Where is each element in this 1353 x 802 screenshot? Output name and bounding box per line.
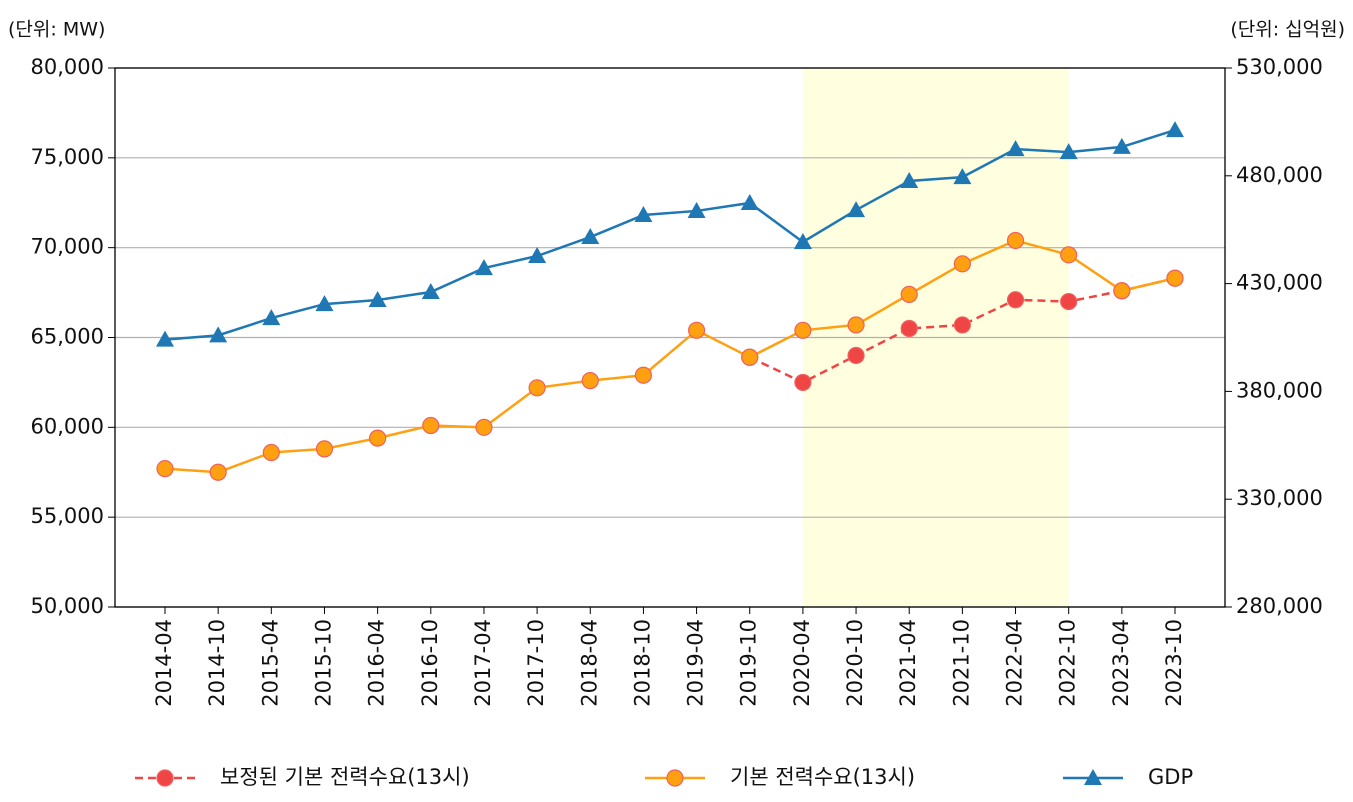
marker [1166, 121, 1184, 138]
marker [847, 316, 865, 334]
marker [1006, 140, 1025, 157]
marker [1006, 291, 1025, 309]
marker [953, 316, 971, 334]
marker [474, 259, 493, 276]
marker [953, 255, 971, 273]
marker [475, 418, 493, 436]
marker [1166, 269, 1184, 287]
marker [156, 460, 174, 478]
marker [422, 416, 440, 435]
marker [900, 319, 918, 338]
x-tick-label: 2015-04 [258, 619, 282, 707]
marker [209, 463, 227, 481]
x-tick-label: 2023-04 [1109, 619, 1133, 707]
y2-tick-label: 430,000 [1236, 271, 1323, 295]
marker [847, 346, 865, 365]
marker [1112, 137, 1131, 154]
marker [794, 321, 812, 339]
marker [1113, 282, 1131, 300]
x-tick-label: 2014-10 [205, 619, 229, 707]
marker [1060, 292, 1078, 311]
x-tick-label: 2015-10 [311, 619, 335, 707]
marker [741, 348, 759, 366]
marker [900, 171, 919, 188]
x-tick-label: 2022-04 [1003, 619, 1027, 707]
marker [581, 228, 600, 245]
x-tick-label: 2022-10 [1056, 619, 1080, 707]
y2-tick-label: 380,000 [1236, 378, 1323, 402]
marker [368, 290, 387, 307]
legend-label: 보정된 기본 전력수요(13시) [220, 765, 470, 789]
marker [315, 295, 334, 312]
marker [687, 321, 706, 339]
series-line [749, 276, 1176, 384]
marker [528, 379, 546, 397]
y-tick-label: 55,000 [31, 504, 104, 528]
x-tick-label: 2019-10 [737, 619, 761, 707]
marker [740, 193, 759, 210]
x-tick-label: 2021-10 [949, 619, 973, 707]
marker [687, 201, 706, 218]
marker [900, 285, 918, 303]
x-tick-label: 2021-04 [896, 619, 920, 707]
plot-frame [114, 67, 1226, 608]
legend-item: 보정된 기본 전력수요(13시) [135, 765, 470, 789]
marker [793, 232, 812, 249]
x-tick-label: 2020-04 [790, 619, 814, 707]
y2-tick-label: 530,000 [1236, 55, 1323, 79]
y-tick-label: 65,000 [31, 325, 104, 349]
marker [1060, 246, 1078, 264]
series-line [164, 239, 1176, 474]
y2-tick-label: 480,000 [1236, 163, 1323, 187]
marker [666, 769, 684, 787]
marker [369, 429, 387, 447]
legend-item: GDP [1063, 765, 1193, 789]
marker [1084, 769, 1102, 785]
marker [634, 366, 653, 384]
x-tick-label: 2018-10 [630, 619, 654, 707]
x-tick-label: 2014-04 [152, 619, 176, 707]
y-tick-label: 80,000 [31, 55, 104, 79]
x-tick-label: 2016-04 [365, 619, 389, 707]
y2-tick-label: 330,000 [1236, 486, 1323, 510]
x-tick-label: 2017-10 [524, 619, 548, 707]
x-tick-label: 2017-04 [471, 619, 495, 707]
legend-label: GDP [1148, 765, 1193, 789]
marker [953, 168, 972, 185]
x-tick-label: 2019-04 [684, 619, 708, 707]
marker [156, 330, 174, 347]
x-tick-label: 2016-10 [418, 619, 442, 707]
y-tick-label: 70,000 [31, 235, 104, 259]
marker [581, 372, 599, 390]
marker [1006, 231, 1025, 250]
marker [794, 373, 812, 392]
marker [1059, 143, 1078, 160]
marker [315, 440, 334, 458]
x-tick-label: 2023-10 [1162, 619, 1186, 707]
marker [847, 201, 866, 218]
y-tick-label: 75,000 [31, 145, 104, 169]
marker [528, 247, 547, 264]
x-tick-label: 2020-10 [843, 619, 867, 707]
marker [421, 283, 440, 300]
marker [156, 769, 174, 787]
marker [262, 309, 281, 326]
y-tick-label: 50,000 [31, 594, 104, 618]
x-tick-label: 2018-04 [577, 619, 601, 707]
marker [262, 443, 280, 462]
legend-item: 기본 전력수요(13시) [645, 765, 915, 789]
y2-tick-label: 280,000 [1236, 594, 1323, 618]
y-unit-label: (단위: MW) [8, 19, 105, 41]
series-line [164, 128, 1176, 341]
marker [209, 326, 228, 343]
marker [634, 206, 653, 223]
y-tick-label: 60,000 [31, 414, 104, 438]
y2-unit-label: (단위: 십억원) [1230, 19, 1345, 41]
legend-label: 기본 전력수요(13시) [730, 765, 915, 789]
